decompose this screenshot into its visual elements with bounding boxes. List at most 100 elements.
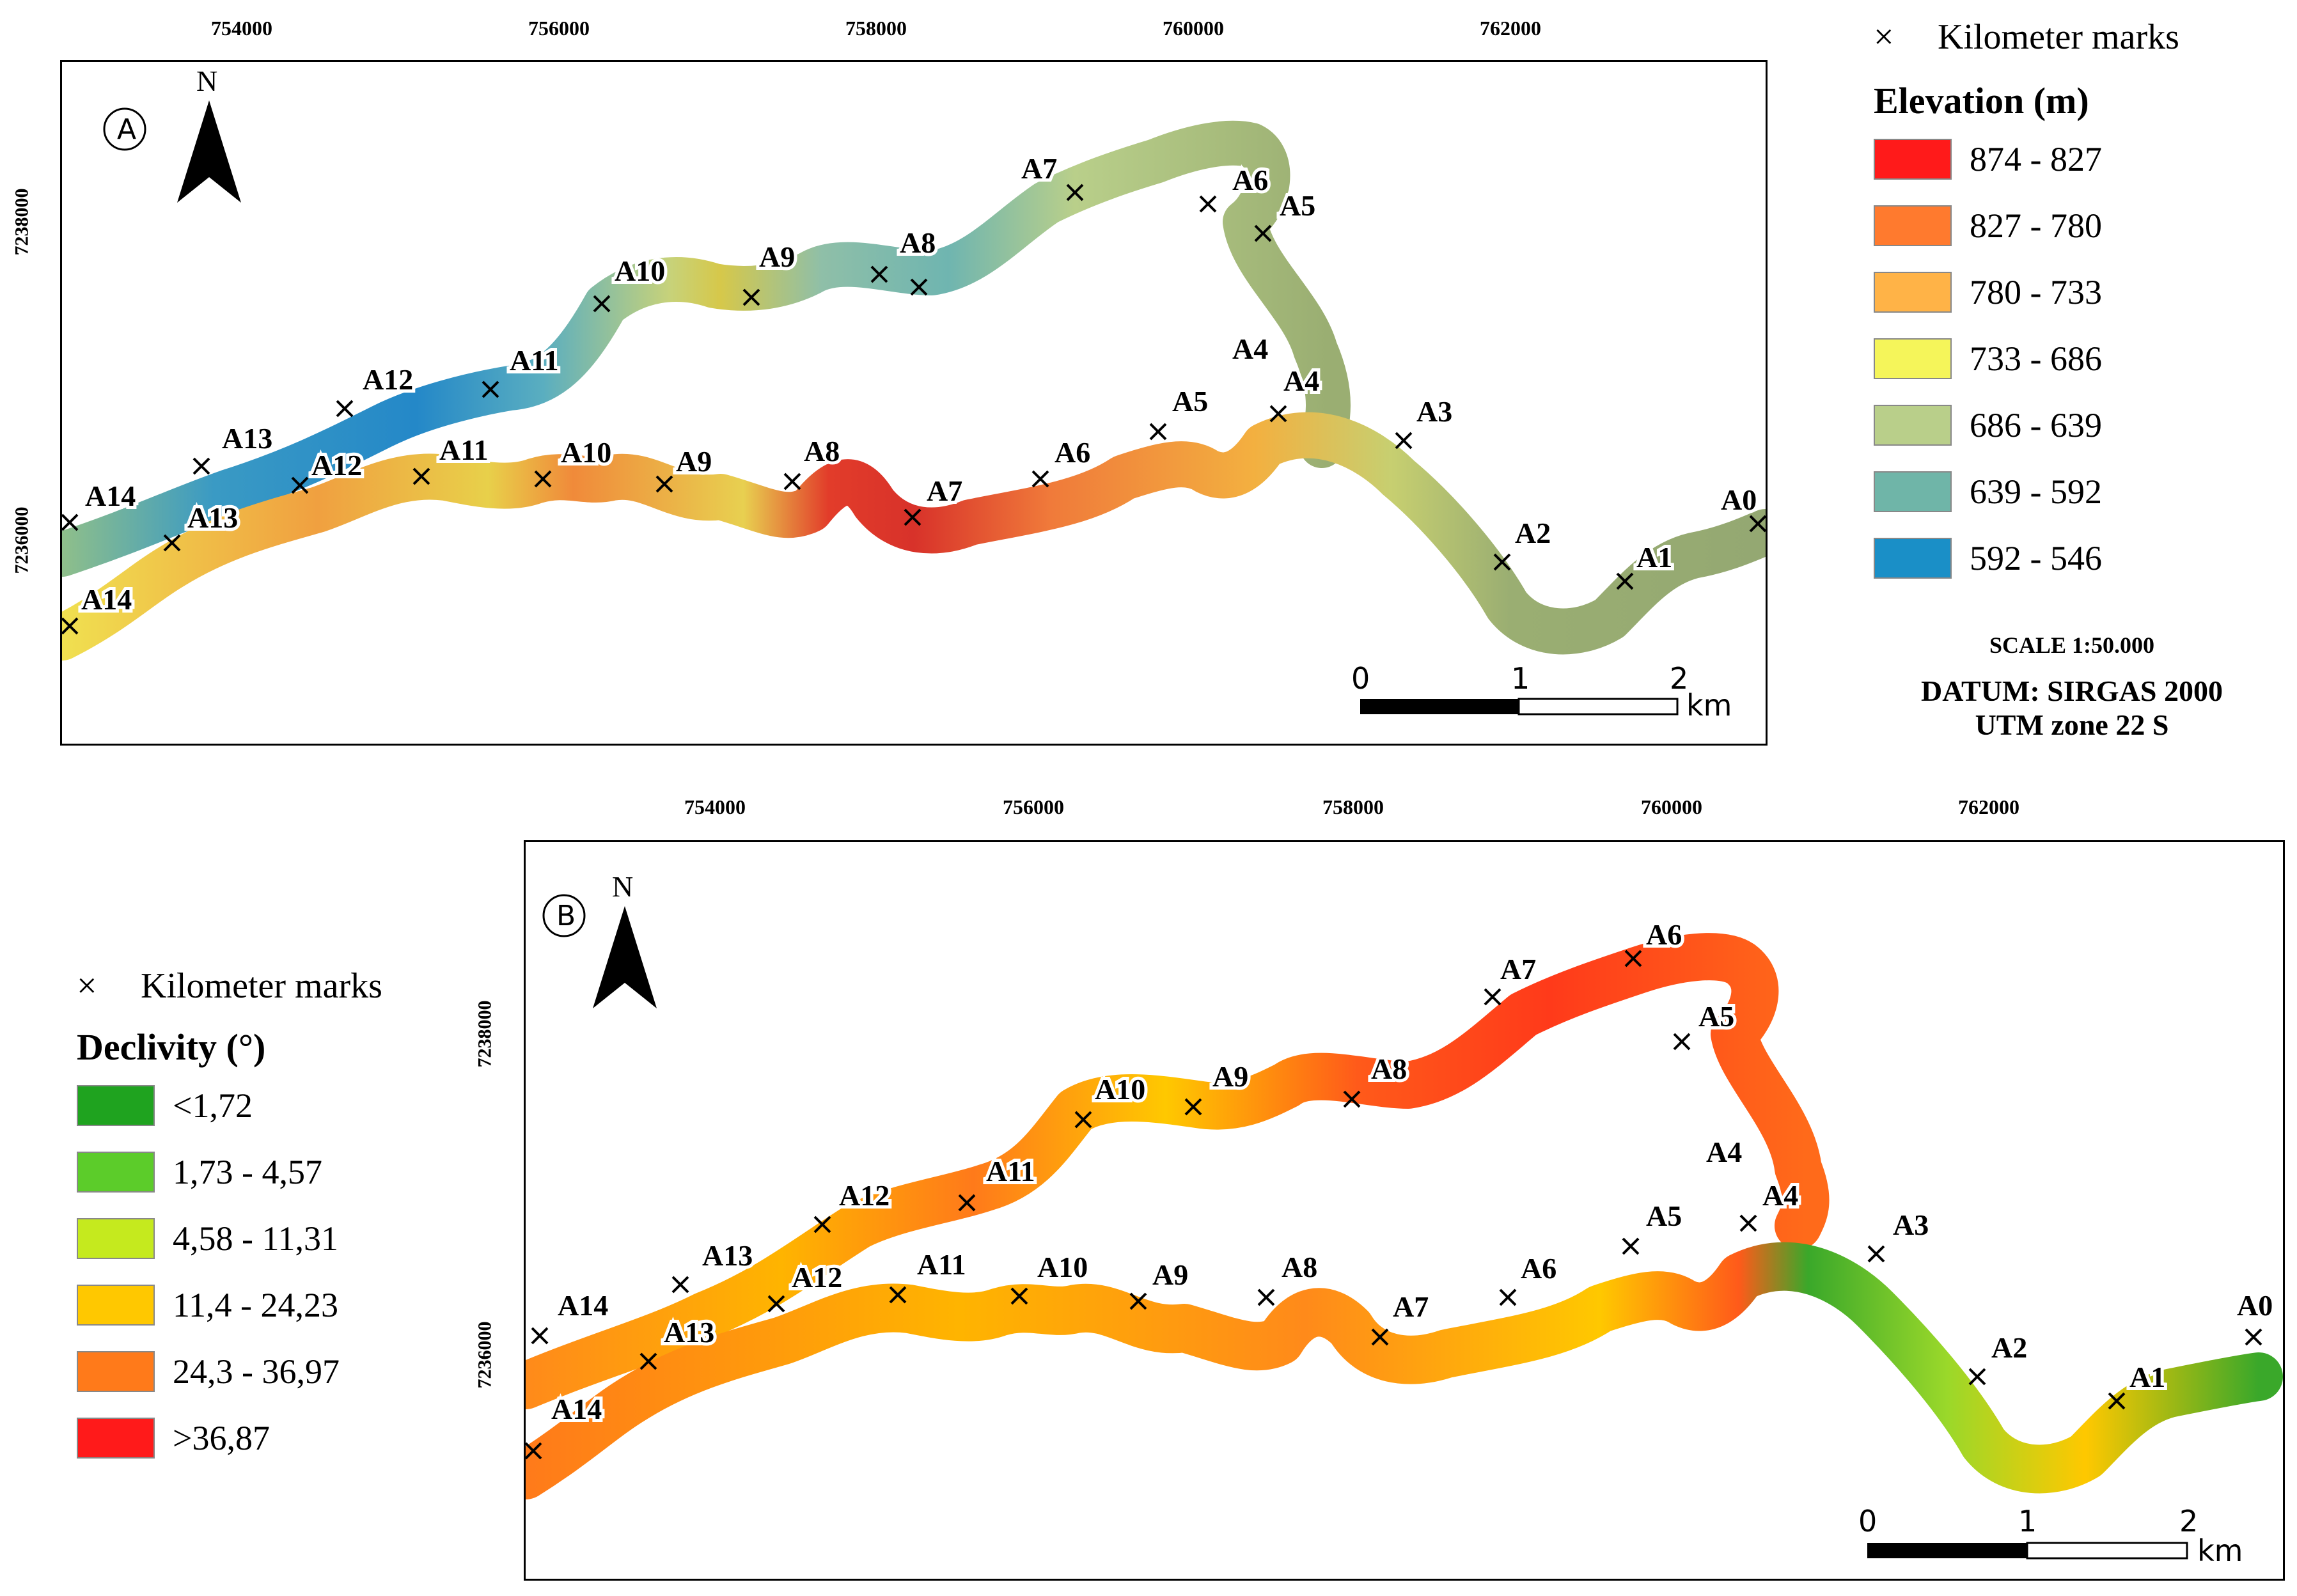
declivity-class-swatch bbox=[77, 1351, 155, 1392]
svg-text:A14: A14 bbox=[558, 1289, 608, 1322]
a-ytick-1: 7238000 bbox=[11, 188, 33, 256]
km-labels-upper-b: A6 A5 A7 A8 A9 A10 A11 A12 A13 A14 A4 bbox=[554, 915, 1745, 1325]
label-upper-a9: A9 bbox=[759, 240, 795, 273]
cross-icon-b: × bbox=[77, 966, 97, 1006]
a-ytick-2: 7236000 bbox=[11, 506, 33, 574]
declivity-class-swatch bbox=[77, 1285, 155, 1326]
declivity-class-row: <1,72 bbox=[77, 1072, 382, 1139]
svg-text:0: 0 bbox=[1858, 1504, 1877, 1538]
km-marks-legend-a: × Kilometer marks bbox=[1874, 17, 2179, 58]
km-labels-lower-a: A0 A1 A2 A3 A4 A5 A6 A7 A8 A9 A10 A11 A1… bbox=[78, 361, 1760, 619]
declivity-legend: × Kilometer marks Declivity (°) <1,72 1,7… bbox=[77, 966, 382, 1471]
label-upper-a4: A4 bbox=[1232, 332, 1268, 365]
elevation-class-row: 780 - 733 bbox=[1874, 259, 2179, 325]
km-labels-upper-a: A6 A5 A7 A8 A9 A10 A11 A12 A13 A14 A4 bbox=[82, 149, 1319, 515]
svg-text:A12: A12 bbox=[839, 1179, 890, 1212]
km-marks-legend-b: × Kilometer marks bbox=[77, 966, 382, 1006]
label-lower-a6: A6 bbox=[1054, 436, 1090, 469]
km-marks-label-a: Kilometer marks bbox=[1938, 17, 2179, 57]
elevation-class-label: 686 - 639 bbox=[1970, 406, 2102, 444]
map-panel-b: A6 A5 A7 A8 A9 A10 A11 A12 A13 A14 A4 A0… bbox=[524, 840, 2285, 1581]
north-arrow-b-right-icon bbox=[625, 906, 657, 1008]
elevation-class-swatch bbox=[1874, 338, 1952, 379]
declivity-class-row: 4,58 - 11,31 bbox=[77, 1205, 382, 1272]
elevation-class-swatch bbox=[1874, 272, 1952, 313]
svg-text:0: 0 bbox=[1351, 661, 1370, 696]
label-lower-a14: A14 bbox=[81, 583, 132, 616]
declivity-class-swatch bbox=[77, 1085, 155, 1126]
upper-corridor-declivity bbox=[526, 933, 1830, 1409]
panel-a-circle bbox=[103, 107, 146, 151]
svg-text:A6: A6 bbox=[1646, 918, 1682, 951]
svg-text:A11: A11 bbox=[917, 1248, 966, 1281]
declivity-class-row: 1,73 - 4,57 bbox=[77, 1139, 382, 1205]
svg-text:A3: A3 bbox=[1893, 1209, 1929, 1241]
svg-text:A7: A7 bbox=[1500, 953, 1536, 985]
svg-text:A13: A13 bbox=[664, 1316, 714, 1349]
panel-b-circle bbox=[542, 894, 586, 937]
svg-text:A4: A4 bbox=[1706, 1136, 1742, 1168]
declivity-class-label: 4,58 - 11,31 bbox=[173, 1219, 338, 1258]
label-lower-a2: A2 bbox=[1515, 517, 1551, 549]
b-ytick-1: 7238000 bbox=[474, 1000, 496, 1068]
svg-text:A9: A9 bbox=[1212, 1060, 1248, 1093]
elevation-class-swatch bbox=[1874, 471, 1952, 512]
elevation-legend: × Kilometer marks Elevation (m) 874 - 82… bbox=[1874, 17, 2179, 591]
label-lower-a13: A13 bbox=[187, 501, 238, 534]
elevation-class-label: 874 - 827 bbox=[1970, 140, 2102, 178]
svg-text:A6: A6 bbox=[1521, 1252, 1556, 1285]
label-upper-a11: A11 bbox=[510, 344, 559, 377]
declivity-class-row: >36,87 bbox=[77, 1405, 382, 1471]
label-upper-a12: A12 bbox=[363, 363, 413, 396]
declivity-class-swatch bbox=[77, 1418, 155, 1459]
svg-text:A9: A9 bbox=[1152, 1258, 1188, 1291]
label-upper-a13: A13 bbox=[222, 422, 272, 455]
label-lower-a11: A11 bbox=[439, 434, 489, 466]
svg-text:km: km bbox=[1686, 688, 1732, 723]
scale-text: SCALE 1:50.000 bbox=[1989, 632, 2155, 658]
north-arrow-b-icon bbox=[593, 906, 625, 1008]
label-lower-a9: A9 bbox=[676, 445, 712, 478]
b-xtick-4: 760000 bbox=[1641, 795, 1702, 818]
label-upper-a5: A5 bbox=[1280, 189, 1315, 222]
svg-text:A12: A12 bbox=[792, 1261, 842, 1294]
elevation-class-swatch bbox=[1874, 538, 1952, 579]
elevation-legend-title: Elevation (m) bbox=[1874, 80, 2089, 121]
north-label-b: N bbox=[612, 870, 633, 903]
a-xtick-5: 762000 bbox=[1480, 17, 1541, 40]
svg-text:2: 2 bbox=[2179, 1504, 2198, 1538]
label-upper-a6: A6 bbox=[1232, 164, 1268, 196]
b-xtick-2: 756000 bbox=[1003, 795, 1064, 818]
km-marks-a bbox=[62, 184, 1766, 635]
declivity-class-swatch bbox=[77, 1218, 155, 1259]
svg-text:A11: A11 bbox=[986, 1155, 1035, 1187]
map-b-canvas: A6 A5 A7 A8 A9 A10 A11 A12 A13 A14 A4 A0… bbox=[526, 870, 2283, 1568]
svg-text:A13: A13 bbox=[702, 1239, 753, 1272]
b-ytick-2: 7236000 bbox=[474, 1321, 496, 1389]
elevation-class-row: 592 - 546 bbox=[1874, 525, 2179, 591]
declivity-class-label: 24,3 - 36,97 bbox=[173, 1352, 340, 1391]
elevation-class-row: 733 - 686 bbox=[1874, 325, 2179, 392]
panel-b-letter: B bbox=[556, 900, 576, 932]
km-marks-label-b: Kilometer marks bbox=[141, 966, 382, 1006]
label-upper-a14: A14 bbox=[85, 480, 136, 512]
svg-text:1: 1 bbox=[1511, 661, 1530, 696]
label-lower-a4: A4 bbox=[1283, 364, 1319, 397]
km-labels-lower-b: A0 A1 A2 A3 A4 A5 A6 A7 A8 A9 A10 A11 A1… bbox=[548, 1176, 2276, 1428]
svg-text:km: km bbox=[2197, 1533, 2243, 1568]
elevation-class-row: 827 - 780 bbox=[1874, 192, 2179, 259]
elevation-class-swatch bbox=[1874, 405, 1952, 446]
label-upper-a8: A8 bbox=[900, 226, 936, 259]
north-arrow-icon bbox=[177, 100, 209, 203]
map-info: SCALE 1:50.000 DATUM: SIRGAS 2000 UTM zo… bbox=[1874, 632, 2270, 742]
lower-corridor-elevation bbox=[62, 412, 1766, 661]
cross-icon: × bbox=[1874, 17, 1894, 57]
label-lower-a5: A5 bbox=[1172, 385, 1208, 418]
label-lower-a8: A8 bbox=[804, 435, 840, 467]
label-upper-a10: A10 bbox=[615, 254, 665, 287]
declivity-class-swatch bbox=[77, 1152, 155, 1193]
a-xtick-1: 754000 bbox=[211, 17, 272, 40]
svg-text:A5: A5 bbox=[1646, 1200, 1682, 1232]
elevation-class-label: 733 - 686 bbox=[1970, 340, 2102, 378]
km-marks-b bbox=[526, 950, 2262, 1460]
